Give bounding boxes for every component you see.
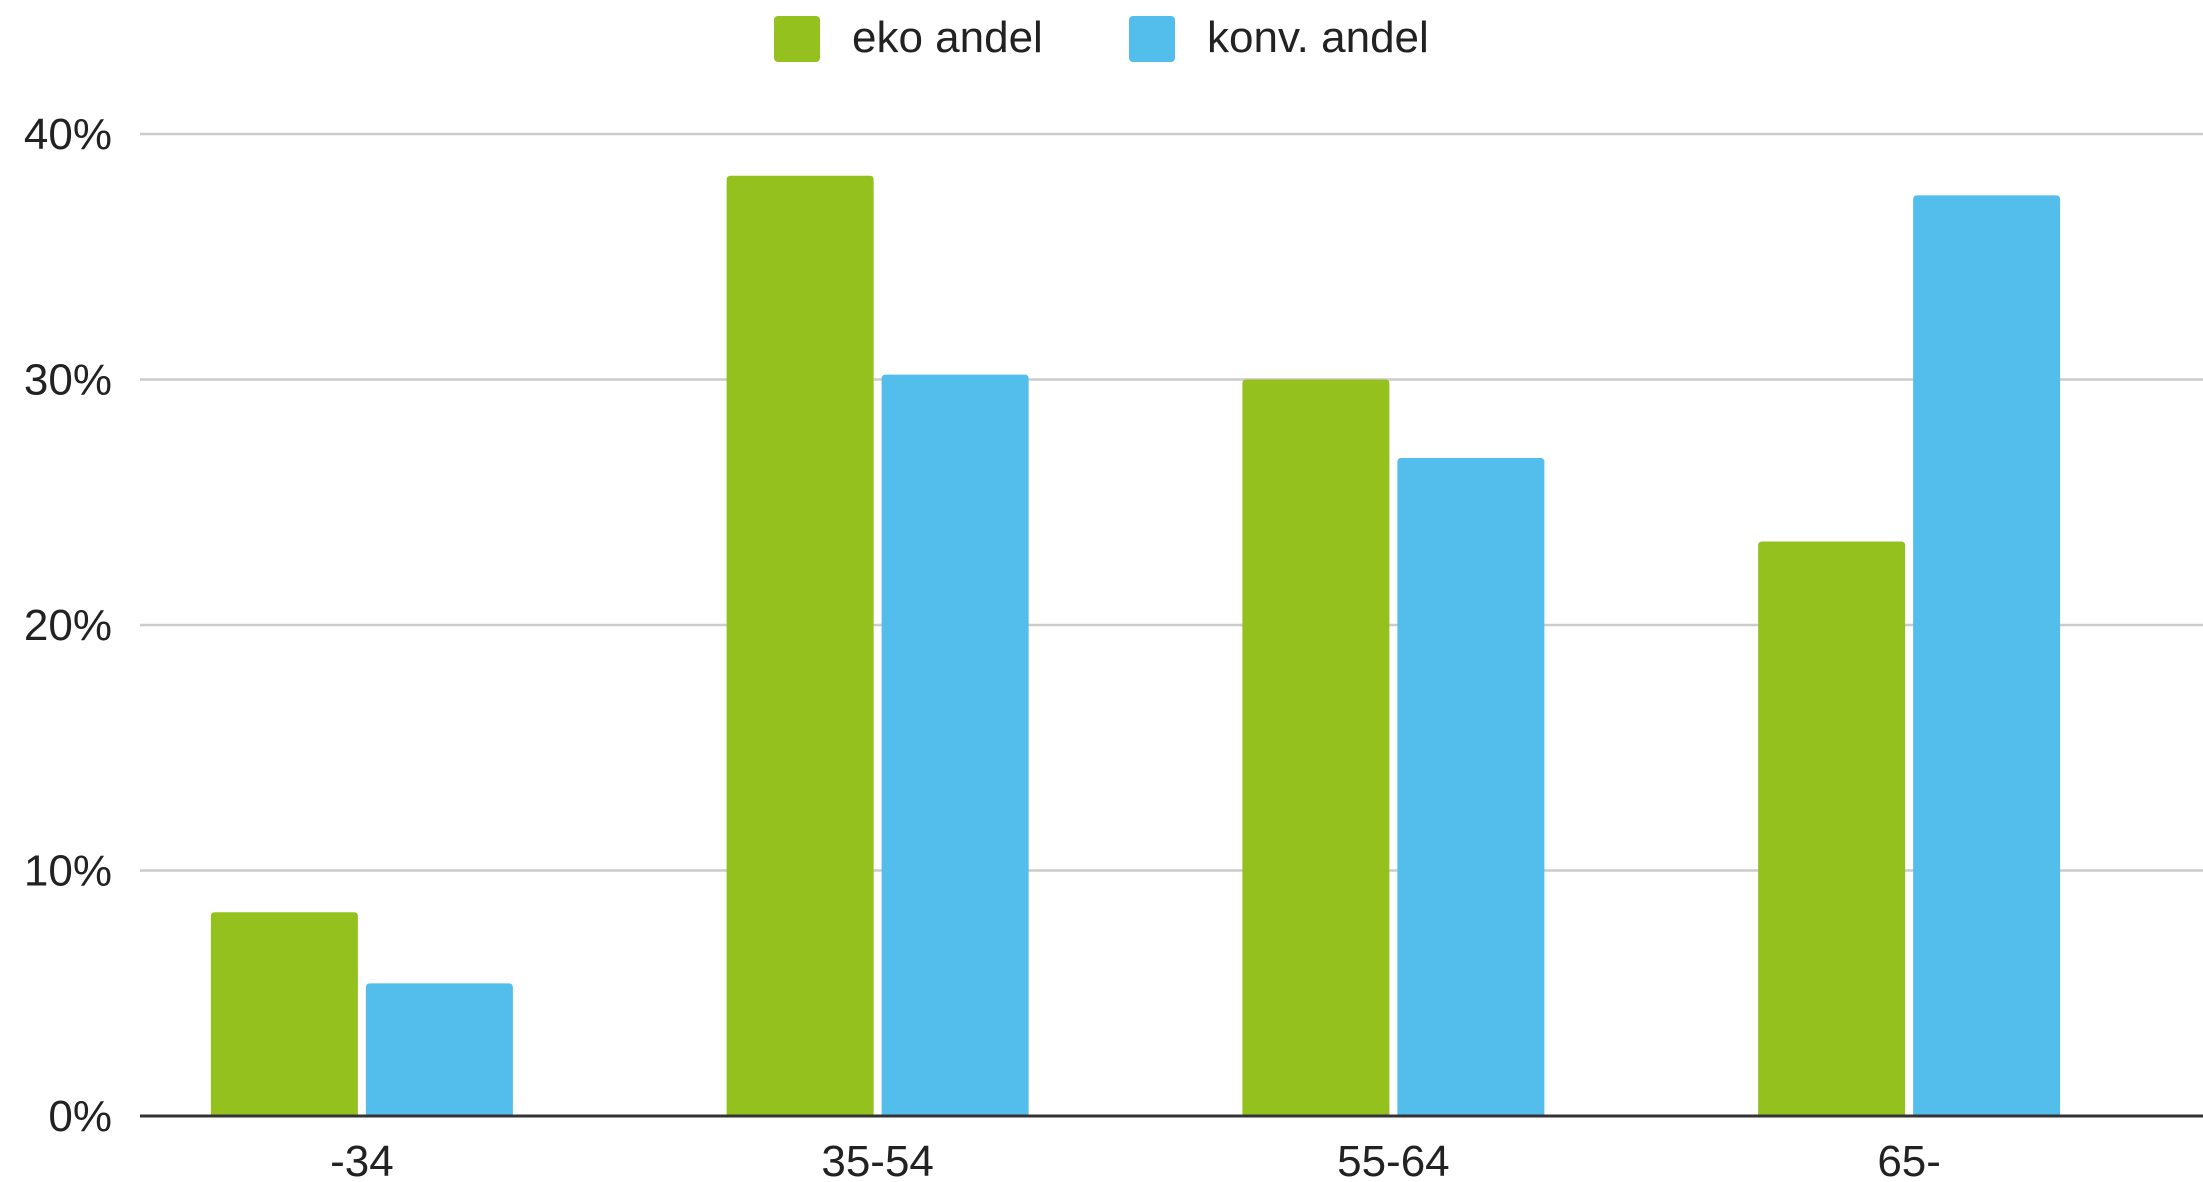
y-tick-label: 30%	[24, 356, 112, 405]
bar-konv-andel--34	[365, 983, 513, 1116]
x-tick-label: 55-64	[1337, 1137, 1450, 1182]
x-tick-label: -34	[330, 1137, 394, 1182]
bars	[210, 175, 2061, 1117]
y-axis-ticks: 0% 10% 20% 30% 40%	[24, 110, 112, 1141]
x-tick-label: 65-	[1877, 1137, 1941, 1182]
y-tick-label: 20%	[24, 601, 112, 650]
legend-swatch-eko-andel	[774, 16, 820, 62]
x-axis-ticks: -34 35-54 55-64 65-	[330, 1137, 1941, 1182]
x-tick-label: 35-54	[821, 1137, 934, 1182]
y-tick-label: 0%	[48, 1092, 112, 1141]
bar-eko-andel-55-64	[1242, 379, 1390, 1116]
legend: eko andel konv. andel	[774, 13, 1429, 62]
bar-eko-andel-35-54	[726, 175, 874, 1117]
bar-konv-andel-35-54	[881, 374, 1029, 1117]
bar-eko-andel--34	[210, 912, 358, 1116]
legend-label-konv-andel: konv. andel	[1207, 13, 1429, 62]
y-tick-label: 40%	[24, 110, 112, 159]
legend-label-eko-andel: eko andel	[852, 13, 1043, 62]
bar-konv-andel-65-	[1913, 195, 2061, 1116]
legend-swatch-konv-andel	[1129, 16, 1175, 62]
y-tick-label: 10%	[24, 847, 112, 896]
bar-konv-andel-55-64	[1397, 458, 1545, 1116]
bar-eko-andel-65-	[1758, 541, 1906, 1116]
